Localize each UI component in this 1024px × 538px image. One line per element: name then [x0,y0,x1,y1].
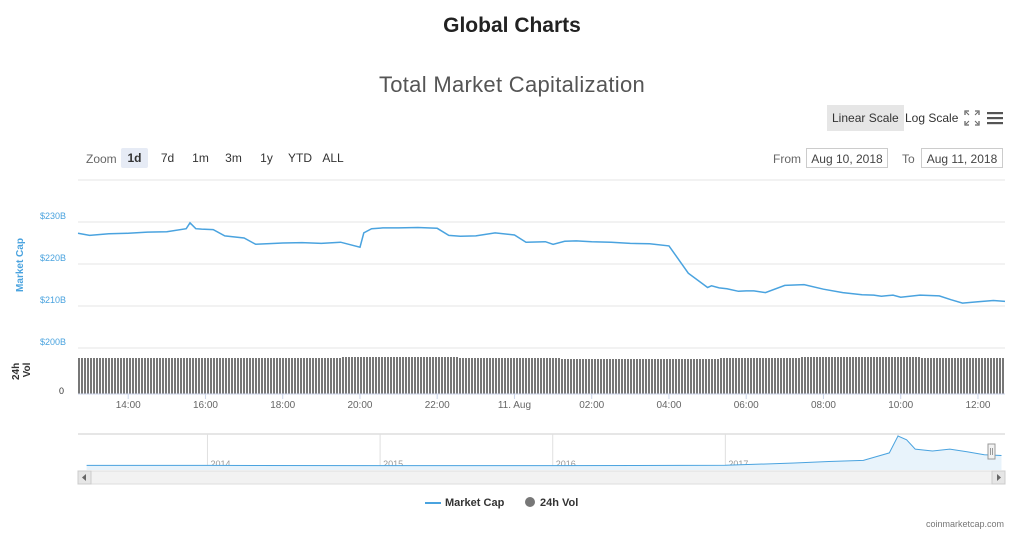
volume-bars [78,357,1004,394]
y-tick-label: $200B [40,337,66,347]
scrollbar-right-button[interactable] [991,470,1006,485]
fullscreen-icon[interactable] [964,110,980,126]
legend-market-cap-label: Market Cap [445,497,505,509]
zoom-1m-button[interactable]: 1m [192,151,209,165]
navigator-year-label: 2014 [210,459,230,469]
log-scale-button[interactable]: Log Scale [905,111,959,125]
x-tick-label: 02:00 [579,400,604,411]
navigator-year-label: 2018 [901,459,921,469]
y-tick-label: $220B [40,253,66,263]
x-tick-label: 12:00 [965,400,990,411]
to-date-input[interactable]: Aug 11, 2018 [921,148,1003,168]
zoom-3m-button[interactable]: 3m [225,151,242,165]
x-tick-label: 10:00 [888,400,913,411]
grid-lines [78,179,1005,349]
navigator-line [86,435,1002,467]
linear-scale-button[interactable]: Linear Scale [827,105,904,131]
scrollbar-track[interactable] [77,470,1006,485]
navigator-area [86,436,1002,470]
x-tick-label: 20:00 [347,400,372,411]
y-tick-label: $230B [40,211,66,221]
volume-title-line1: 24h [11,363,22,380]
x-tick-label: 18:00 [270,400,295,411]
market-cap-series [77,221,1006,304]
scroll-left-arrow-icon [82,474,86,481]
market-cap-line [77,221,1006,304]
x-axis: 14:00 16:00 18:00 20:00 22:00 11. Aug 02:00 04:… [116,394,991,411]
zoom-label: Zoom [86,152,117,166]
zoom-1d-button[interactable]: 1d [121,148,148,168]
zoom-ytd-button[interactable]: YTD [288,151,312,165]
legend-24h-vol-label: 24h Vol [540,497,579,509]
zoom-1y-button[interactable]: 1y [260,151,273,165]
scrollbar-left-button[interactable] [77,470,92,485]
x-tick-label: 06:00 [734,400,759,411]
y-tick-label: $210B [40,295,66,305]
volume-series: 0 [59,357,1005,396]
zoom-7d-button[interactable]: 7d [160,151,175,165]
legend-line-icon [425,502,441,505]
navigator[interactable]: 2014 2015 2016 2017 2018 [77,433,1006,485]
zoom-all-button[interactable]: ALL [322,151,344,165]
x-tick-label: 11. Aug [498,400,531,411]
navigator-year-label: 2015 [383,459,403,469]
legend-circle-icon [525,497,535,508]
x-tick-label: 08:00 [811,400,836,411]
chart-title: Total Market Capitalization [378,72,646,97]
x-tick-label: 22:00 [425,400,450,411]
to-label: To [902,152,915,166]
navigator-year-label: 2016 [556,459,576,469]
legend-24h-vol[interactable]: 24h Vol [525,497,578,509]
volume-title-line2: Vol [22,362,33,377]
credits[interactable]: coinmarketcap.com [925,519,1004,529]
x-tick-label: 14:00 [116,400,141,411]
legend-market-cap[interactable]: Market Cap [425,497,504,509]
hamburger-menu-icon[interactable] [987,110,1003,126]
from-date-input[interactable]: Aug 10, 2018 [806,148,888,168]
navigator-handle[interactable] [987,443,996,460]
x-tick-label: 04:00 [656,400,681,411]
volume-tick-label: 0 [59,386,64,396]
scroll-right-arrow-icon [997,474,1001,481]
from-label: From [773,152,801,166]
y-axis: $230B $220B $210B $200B [40,211,66,347]
y-axis-title: Market Cap [15,238,26,292]
navigator-year-label: 2017 [728,459,748,469]
page-title: Global Charts [443,14,581,37]
x-tick-label: 16:00 [193,400,218,411]
volume-axis-title: 24h Vol [11,360,33,380]
